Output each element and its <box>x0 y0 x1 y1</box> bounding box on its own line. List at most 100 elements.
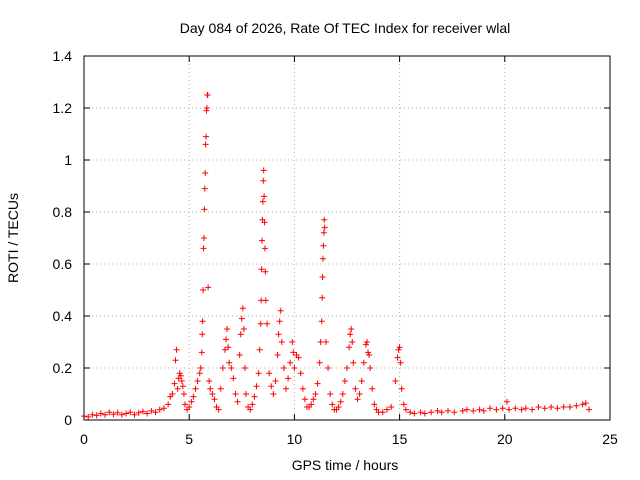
data-point <box>260 177 267 184</box>
data-point <box>261 245 268 252</box>
data-point <box>256 346 263 353</box>
data-point <box>522 405 529 412</box>
data-point <box>369 385 376 392</box>
y-tick-label: 1 <box>64 152 72 168</box>
data-point <box>282 385 289 392</box>
data-points <box>81 92 592 420</box>
data-point <box>139 408 146 415</box>
data-point <box>280 365 287 371</box>
data-point <box>200 245 207 252</box>
data-point <box>407 409 414 416</box>
data-point <box>287 359 294 366</box>
data-point <box>480 407 487 414</box>
data-point <box>201 185 208 192</box>
data-point <box>131 411 138 418</box>
chart-title: Day 084 of 2026, Rate Of TEC Index for r… <box>180 20 510 36</box>
data-point <box>261 219 268 226</box>
data-point <box>319 274 326 280</box>
data-point <box>202 170 209 176</box>
data-point <box>428 409 435 416</box>
data-point <box>344 365 350 371</box>
data-point <box>253 383 260 390</box>
data-point <box>299 385 306 392</box>
data-point <box>463 406 470 413</box>
x-tick-label: 5 <box>185 431 193 447</box>
data-point <box>215 406 222 413</box>
data-point <box>202 141 209 148</box>
data-point <box>181 401 188 408</box>
data-point <box>219 365 226 371</box>
data-point <box>362 341 369 348</box>
x-tick-label: 10 <box>287 431 303 447</box>
data-point <box>174 385 181 392</box>
data-point <box>217 385 224 392</box>
data-point <box>396 344 403 351</box>
data-point <box>160 405 167 412</box>
data-point <box>358 378 365 384</box>
data-point <box>402 406 409 413</box>
data-point <box>365 349 372 356</box>
data-point <box>312 391 319 397</box>
data-point <box>255 370 262 377</box>
data-point <box>487 405 494 412</box>
data-point <box>237 331 244 338</box>
data-point <box>470 407 477 414</box>
data-point <box>277 307 284 314</box>
data-point <box>243 391 250 397</box>
axis-ticks <box>83 55 611 421</box>
data-point <box>148 407 155 414</box>
data-point <box>194 378 201 384</box>
data-point <box>171 380 178 387</box>
data-point <box>398 385 405 392</box>
data-point <box>388 404 395 410</box>
data-point <box>459 407 466 414</box>
data-point <box>548 404 555 410</box>
y-tick-label: 1.2 <box>53 100 73 116</box>
data-point <box>177 372 184 379</box>
data-point <box>221 346 228 353</box>
data-point <box>366 352 373 358</box>
data-point <box>206 378 213 384</box>
data-point <box>152 409 159 416</box>
data-point <box>89 411 96 418</box>
data-point <box>172 357 179 364</box>
data-point <box>347 331 354 338</box>
data-point <box>319 294 326 301</box>
data-point <box>400 401 407 408</box>
data-point <box>325 365 332 371</box>
data-point <box>367 365 374 371</box>
data-point <box>199 318 206 325</box>
x-tick-label: 25 <box>602 431 618 447</box>
data-point <box>264 320 271 327</box>
data-point <box>339 391 346 397</box>
data-point <box>379 409 386 416</box>
data-point <box>135 409 142 416</box>
data-point <box>503 398 510 405</box>
data-point <box>499 405 506 412</box>
y-axis-label: ROTI / TECUs <box>5 193 21 283</box>
data-point <box>114 409 121 416</box>
data-point <box>203 133 210 140</box>
plot-frame <box>83 55 611 421</box>
data-point <box>266 370 273 377</box>
data-point <box>348 326 355 332</box>
x-axis-label: GPS time / hours <box>292 457 399 473</box>
data-point <box>289 339 296 345</box>
data-point <box>317 339 324 345</box>
data-point <box>541 405 548 412</box>
data-point <box>320 255 327 262</box>
data-point <box>97 410 104 417</box>
data-point <box>371 401 378 408</box>
data-point <box>297 370 304 377</box>
data-point <box>318 318 325 325</box>
data-point <box>560 404 567 410</box>
data-point <box>251 393 258 400</box>
data-point <box>276 318 283 325</box>
data-point <box>144 410 151 417</box>
data-point <box>207 385 214 392</box>
data-point <box>102 411 109 418</box>
data-point <box>285 375 292 382</box>
data-point <box>301 396 308 403</box>
data-point <box>352 385 359 392</box>
